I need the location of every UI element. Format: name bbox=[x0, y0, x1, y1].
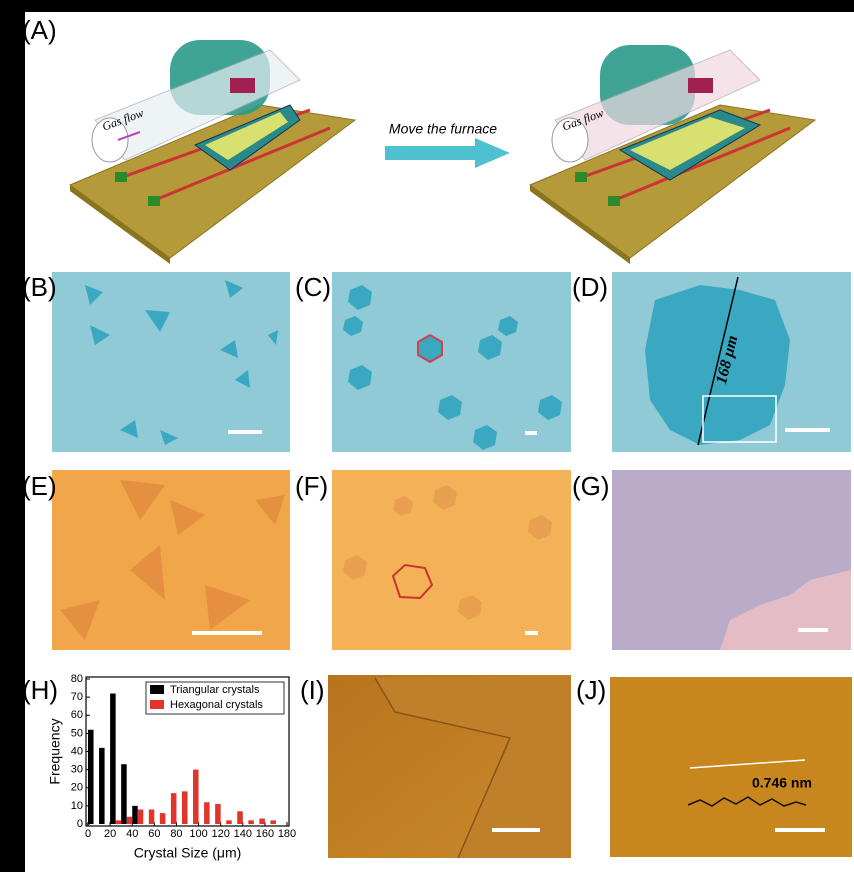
schematic-right bbox=[528, 45, 817, 264]
x-tick-label: 60 bbox=[148, 828, 160, 840]
panel-label: (B) bbox=[22, 272, 57, 302]
bar bbox=[132, 805, 138, 824]
x-tick-label: 40 bbox=[126, 828, 138, 840]
bar bbox=[88, 729, 94, 824]
panel-label: (A) bbox=[22, 15, 57, 45]
x-tick-label: 100 bbox=[189, 828, 207, 840]
panel-label: (C) bbox=[295, 272, 331, 302]
inset-box bbox=[702, 395, 777, 443]
panel-label: (G) bbox=[572, 471, 610, 501]
legend-box bbox=[145, 681, 285, 715]
bar bbox=[99, 747, 105, 824]
panel-label: (H) bbox=[22, 675, 58, 705]
y-tick-label: 50 bbox=[71, 727, 83, 739]
image-c bbox=[332, 272, 571, 452]
bar bbox=[159, 813, 166, 824]
y-tick-label: 20 bbox=[71, 782, 83, 794]
image-j bbox=[610, 677, 852, 857]
hexagons bbox=[343, 485, 552, 620]
image-b bbox=[52, 272, 290, 452]
bar bbox=[270, 820, 276, 824]
panel-label: (F) bbox=[295, 471, 328, 501]
x-tick-label: 180 bbox=[278, 828, 296, 840]
hexagon-outline bbox=[391, 563, 434, 600]
legend-swatch bbox=[150, 700, 164, 709]
bar bbox=[137, 809, 144, 824]
x-tick-label: 120 bbox=[211, 828, 229, 840]
top-bar bbox=[0, 0, 854, 12]
flake-edge bbox=[375, 675, 571, 858]
triangles bbox=[60, 480, 285, 640]
y-tick-label: 60 bbox=[71, 709, 83, 721]
x-tick-label: 20 bbox=[104, 828, 116, 840]
bar bbox=[204, 802, 210, 824]
legend-label: Triangular crystals bbox=[170, 684, 260, 696]
y-tick-label: 80 bbox=[71, 673, 83, 685]
bar bbox=[121, 764, 127, 824]
schematic-left bbox=[68, 40, 357, 264]
panel-label: (D) bbox=[572, 272, 608, 302]
bar bbox=[110, 693, 116, 824]
legend-swatch bbox=[150, 685, 164, 694]
height-label: 0.746 nm bbox=[752, 775, 812, 791]
hexagons bbox=[343, 285, 562, 450]
dimension-line bbox=[697, 276, 739, 446]
x-tick-label: 140 bbox=[234, 828, 252, 840]
bar bbox=[181, 791, 188, 824]
panel-label: (J) bbox=[576, 675, 606, 705]
y-tick-label: 30 bbox=[71, 764, 83, 776]
edge-line bbox=[374, 677, 512, 859]
bar bbox=[148, 809, 155, 824]
height-profile bbox=[687, 796, 807, 807]
y-tick-label: 70 bbox=[71, 691, 83, 703]
bar bbox=[193, 769, 199, 824]
y-axis-label: Frequency bbox=[47, 718, 63, 784]
bar bbox=[259, 818, 265, 824]
arrow-label: Move the furnace bbox=[389, 121, 497, 137]
x-tick-label: 80 bbox=[170, 828, 182, 840]
bar bbox=[226, 820, 232, 824]
hexagon-outline bbox=[417, 333, 443, 364]
bar bbox=[115, 820, 122, 824]
x-tick-label: 160 bbox=[256, 828, 274, 840]
x-tick-label: 0 bbox=[85, 828, 91, 840]
triangles bbox=[85, 280, 278, 445]
y-tick-label: 0 bbox=[77, 818, 83, 830]
left-bar bbox=[0, 0, 25, 872]
arrow bbox=[385, 138, 510, 168]
bar bbox=[170, 793, 177, 824]
legend-label: Hexagonal crystals bbox=[170, 699, 263, 711]
bar bbox=[126, 816, 133, 824]
bar bbox=[215, 804, 221, 824]
panel-label: (E) bbox=[22, 471, 57, 501]
y-tick-label: 40 bbox=[71, 745, 83, 757]
histogram: 0 10 20 30 40 50 60 70 80 0 20 40 60 80 100 120 140 160 18… bbox=[47, 673, 296, 861]
x-axis-label: Crystal Size (μm) bbox=[134, 845, 242, 861]
profile-line bbox=[689, 759, 806, 769]
panel-label: (I) bbox=[300, 675, 325, 705]
y-tick-label: 10 bbox=[71, 800, 83, 812]
bar bbox=[248, 820, 254, 824]
bar bbox=[237, 811, 243, 824]
